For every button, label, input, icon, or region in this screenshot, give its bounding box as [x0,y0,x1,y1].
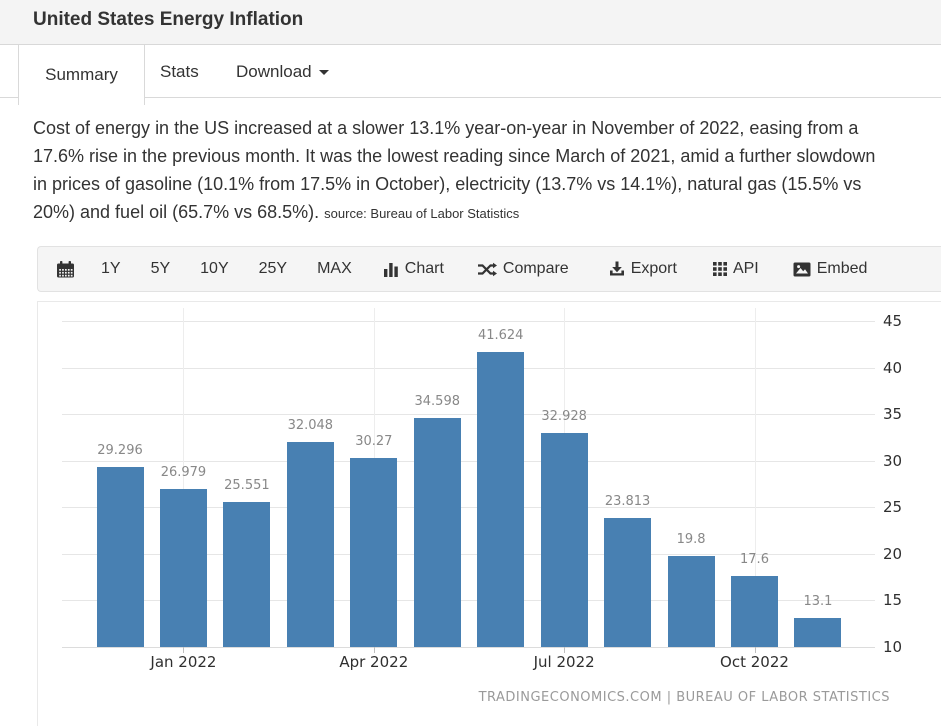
bar[interactable] [731,576,778,647]
bar-chart-icon [383,262,399,277]
bar[interactable] [286,441,334,647]
range-max-label: MAX [317,260,352,277]
chart-type-label: Chart [404,260,444,277]
embed-image-icon [793,262,811,277]
chart-type-button[interactable]: Chart [383,260,444,278]
tab-stats[interactable]: Stats [160,45,199,98]
tab-bar: Summary Stats Download [0,45,941,105]
export-download-icon [609,261,625,277]
range-1y-label: 1Y [101,260,121,277]
bar[interactable] [350,458,398,647]
range-5y-button[interactable]: 5Y [151,260,171,278]
api-grid-icon [712,262,727,276]
summary-line: 20%) and fuel oil (65.7% vs 68.5%). sourc… [33,198,941,226]
source-attribution: source: Bureau of Labor Statistics [324,206,520,221]
embed-label: Embed [816,260,868,277]
api-button[interactable]: API [712,260,759,278]
page-header: United States Energy Inflation [0,0,941,45]
bar[interactable] [159,488,207,647]
calendar-button[interactable] [56,260,75,278]
api-label: API [732,260,759,277]
tab-download-label: Download [236,61,312,81]
compare-button[interactable]: Compare [477,260,569,278]
range-max-button[interactable]: MAX [317,260,352,278]
range-25y-label: 25Y [258,260,288,277]
bar[interactable] [667,555,715,647]
calendar-icon [56,260,75,278]
range-25y-button[interactable]: 25Y [259,260,287,278]
bar[interactable] [604,518,652,647]
embed-button[interactable]: Embed [793,260,868,278]
tab-summary-label: Summary [45,65,118,84]
bar[interactable] [96,467,144,647]
bar[interactable] [413,417,461,647]
export-button[interactable]: Export [609,260,677,278]
range-10y-label: 10Y [200,260,229,277]
compare-shuffle-icon [477,262,497,277]
summary-line: 17.6% rise in the previous month. It was… [33,146,876,166]
page-title: United States Energy Inflation [33,9,304,30]
range-10y-button[interactable]: 10Y [200,260,228,278]
summary-line-text: 20%) and fuel oil (65.7% vs 68.5%). [33,202,320,222]
chart-toolbar: 1Y 5Y 10Y 25Y MAX Chart Compare [37,246,941,292]
tab-download[interactable]: Download [236,45,329,98]
summary-text: Cost of energy in the US increased at a … [33,114,941,226]
bar[interactable] [477,352,525,647]
bar[interactable] [223,502,271,647]
bar[interactable] [794,618,842,647]
bar[interactable] [540,433,588,647]
export-label: Export [630,260,677,277]
summary-line: in prices of gasoline (10.1% from 17.5% … [33,174,862,194]
summary-line: Cost of energy in the US increased at a … [33,118,859,138]
range-5y-label: 5Y [150,260,171,277]
tab-stats-label: Stats [160,61,199,81]
range-1y-button[interactable]: 1Y [101,260,121,278]
compare-label: Compare [502,260,569,277]
tab-summary[interactable]: Summary [18,45,145,105]
caret-down-icon [318,70,329,75]
